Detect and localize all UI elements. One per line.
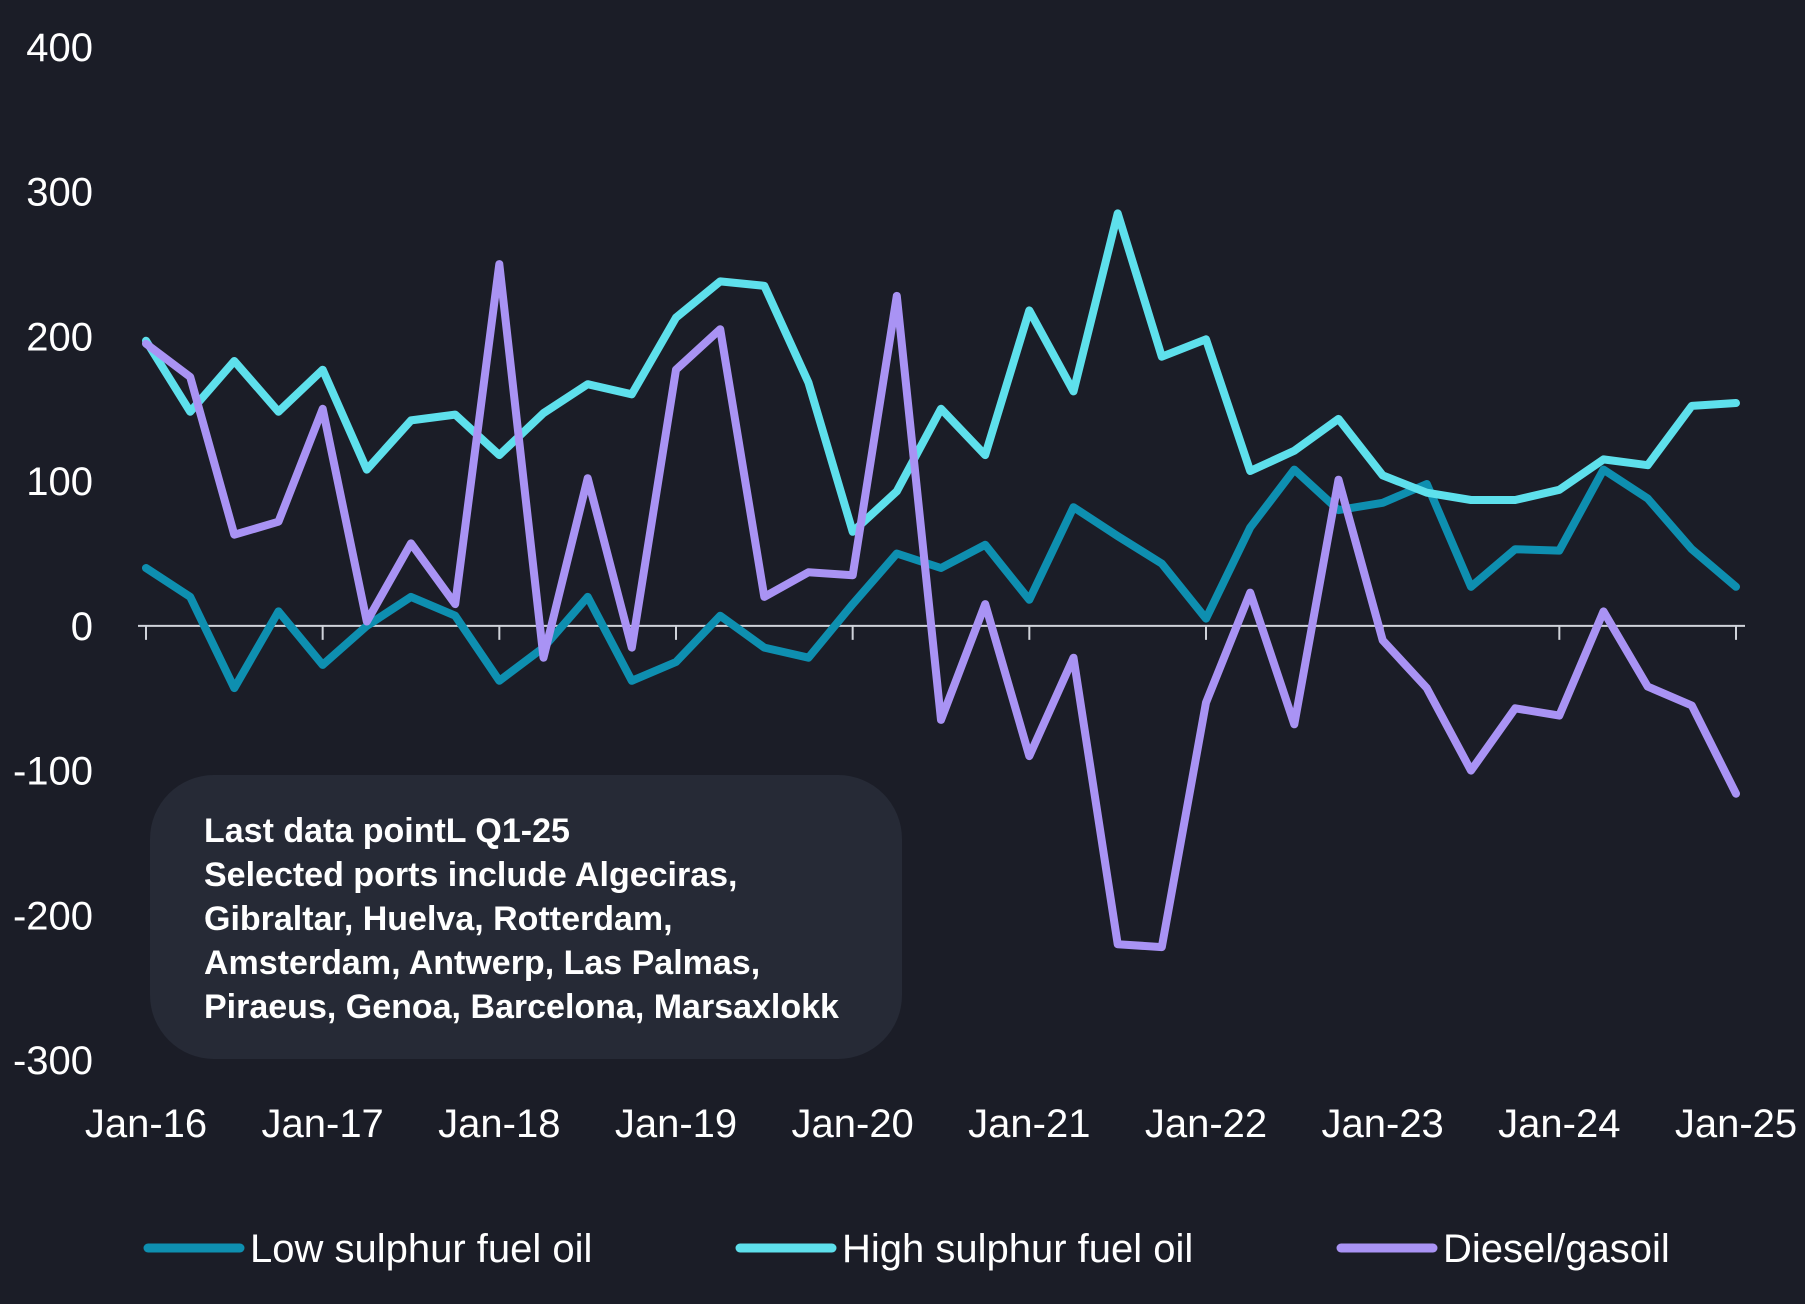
legend-label: High sulphur fuel oil <box>842 1227 1193 1271</box>
y-tick-label: -300 <box>13 1039 93 1083</box>
y-tick-label: 400 <box>26 26 93 70</box>
y-tick-label: -100 <box>13 750 93 794</box>
legend-label: Diesel/gasoil <box>1443 1227 1670 1271</box>
x-tick-label: Jan-22 <box>1145 1102 1267 1146</box>
y-tick-label: -200 <box>13 894 93 938</box>
y-tick-label: 300 <box>26 171 93 215</box>
x-tick-label: Jan-18 <box>438 1102 560 1146</box>
y-axis-ticks: 400 300 200 100 0 -100 -200 -300 <box>13 26 93 1083</box>
x-axis-ticks: Jan-16 Jan-17 Jan-18 Jan-19 Jan-20 Jan-21 Jan-… <box>85 625 1797 1146</box>
y-tick-label: 200 <box>26 315 93 359</box>
x-tick-label: Jan-25 <box>1675 1102 1797 1146</box>
legend-label: Low sulphur fuel oil <box>250 1227 592 1271</box>
x-tick-label: Jan-16 <box>85 1102 207 1146</box>
annotation-line: Amsterdam, Antwerp, Las Palmas, <box>204 944 761 982</box>
annotation-line: Piraeus, Genoa, Barcelona, Marsaxlokk <box>204 988 839 1026</box>
x-tick-label: Jan-24 <box>1498 1102 1620 1146</box>
series-line-1 <box>142 465 1740 693</box>
series-lines <box>142 209 1740 952</box>
annotation-line: Last data pointL Q1-25 <box>204 812 570 850</box>
x-tick-label: Jan-23 <box>1322 1102 1444 1146</box>
annotation-line: Selected ports include Algeciras, <box>204 856 738 894</box>
x-tick-label: Jan-21 <box>968 1102 1090 1146</box>
x-tick-label: Jan-20 <box>792 1102 914 1146</box>
series-line-2 <box>142 209 1740 536</box>
x-tick-label: Jan-19 <box>615 1102 737 1146</box>
annotation-box: Last data pointL Q1-25 Selected ports in… <box>150 775 902 1059</box>
y-tick-label: 0 <box>71 605 93 649</box>
y-tick-label: 100 <box>26 460 93 504</box>
x-tick-label: Jan-17 <box>262 1102 384 1146</box>
legend: Low sulphur fuel oil High sulphur fuel oi… <box>143 1227 1670 1271</box>
annotation-line: Gibraltar, Huelva, Rotterdam, <box>204 900 673 938</box>
series-line-3 <box>142 260 1740 952</box>
